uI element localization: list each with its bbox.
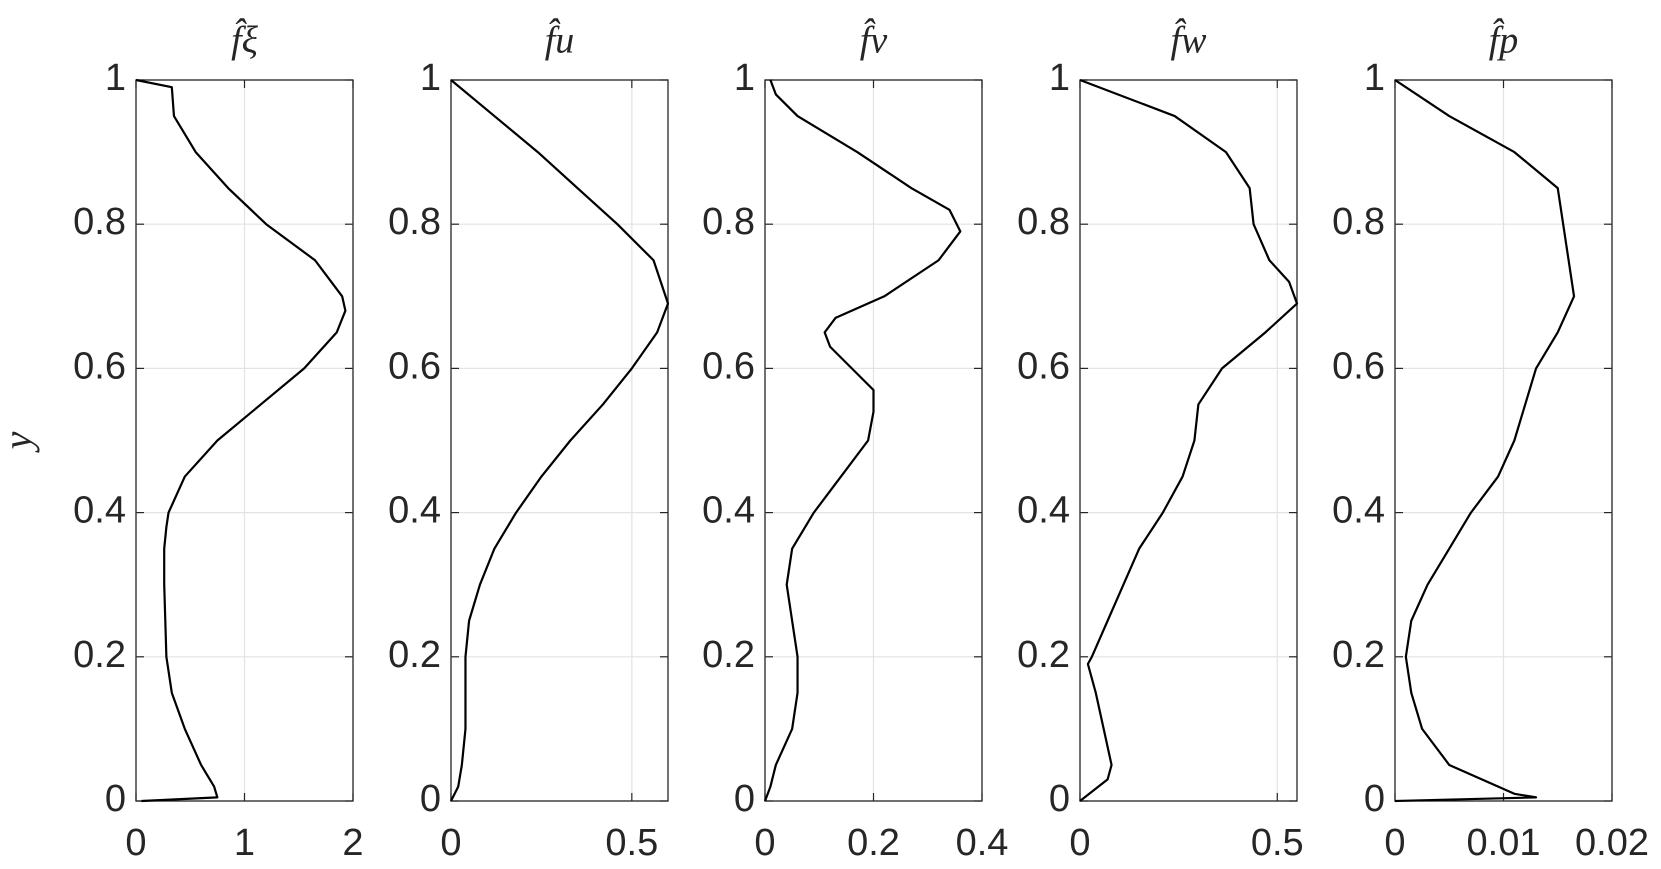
profile-line [1394,79,1576,803]
axes-box [450,79,669,802]
chart-title: f̂u [545,18,575,62]
x-tick-label: 0.01 [1467,822,1541,864]
x-tick-label: 0 [1069,822,1090,864]
plot-area [451,80,668,801]
chart-title: f̂p [1489,18,1519,62]
y-tick-label: 0.8 [1332,201,1385,243]
profile-line [1079,78,1299,802]
chart-title: f̂w [1171,18,1208,62]
chart-title: f̂v [860,18,888,62]
y-tick-label: 0 [420,778,441,820]
y-tick-label: 1 [734,57,755,99]
y-tick-label: 1 [1049,57,1070,99]
y-tick-label: 0 [105,778,126,820]
y-tick-label: 0.2 [702,634,755,676]
y-tick-label: 0.6 [388,345,441,387]
y-axis-label: y [0,431,40,453]
profile-line [135,78,347,803]
x-tick-label: 0.5 [605,822,658,864]
y-tick-label: 0.8 [73,201,126,243]
y-tick-label: 0.8 [388,201,441,243]
y-tick-label: 0.2 [1017,634,1070,676]
profile-line [763,79,962,802]
y-tick-label: 0 [1049,778,1070,820]
chart-title: f̂ξ [231,18,259,62]
y-tick-label: 0.4 [1017,490,1070,532]
x-tick-label: 0 [1384,822,1405,864]
x-tick-label: 0.02 [1575,822,1649,864]
axes-box [1079,79,1298,802]
x-tick-label: 0 [754,822,775,864]
y-tick-label: 0.8 [1017,201,1070,243]
y-tick-label: 0.2 [73,634,126,676]
y-tick-label: 0.4 [73,490,126,532]
x-tick-label: 2 [342,822,363,864]
y-tick-label: 0.6 [1332,345,1385,387]
y-tick-label: 0 [734,778,755,820]
y-tick-label: 0.4 [388,490,441,532]
y-tick-label: 1 [420,57,441,99]
x-tick-label: 0.4 [956,822,1009,864]
axes-box [764,79,983,802]
x-tick-label: 0.2 [847,822,900,864]
y-tick-label: 0.6 [1017,345,1070,387]
y-tick-label: 0.4 [702,490,755,532]
y-tick-label: 0 [1364,778,1385,820]
y-tick-label: 0.6 [702,345,755,387]
x-tick-label: 1 [234,822,255,864]
y-tick-label: 0.8 [702,201,755,243]
y-tick-label: 0.2 [388,634,441,676]
plot-area [1080,80,1297,801]
y-tick-label: 1 [1364,57,1385,99]
y-tick-label: 0.6 [73,345,126,387]
axes-box [135,79,354,802]
x-tick-label: 0 [440,822,461,864]
y-tick-label: 1 [105,57,126,99]
axes-box [1394,79,1613,802]
x-tick-label: 0 [125,822,146,864]
x-tick-label: 0.5 [1251,822,1304,864]
y-tick-label: 0.2 [1332,634,1385,676]
profile-line [450,79,670,802]
y-tick-label: 0.4 [1332,490,1385,532]
